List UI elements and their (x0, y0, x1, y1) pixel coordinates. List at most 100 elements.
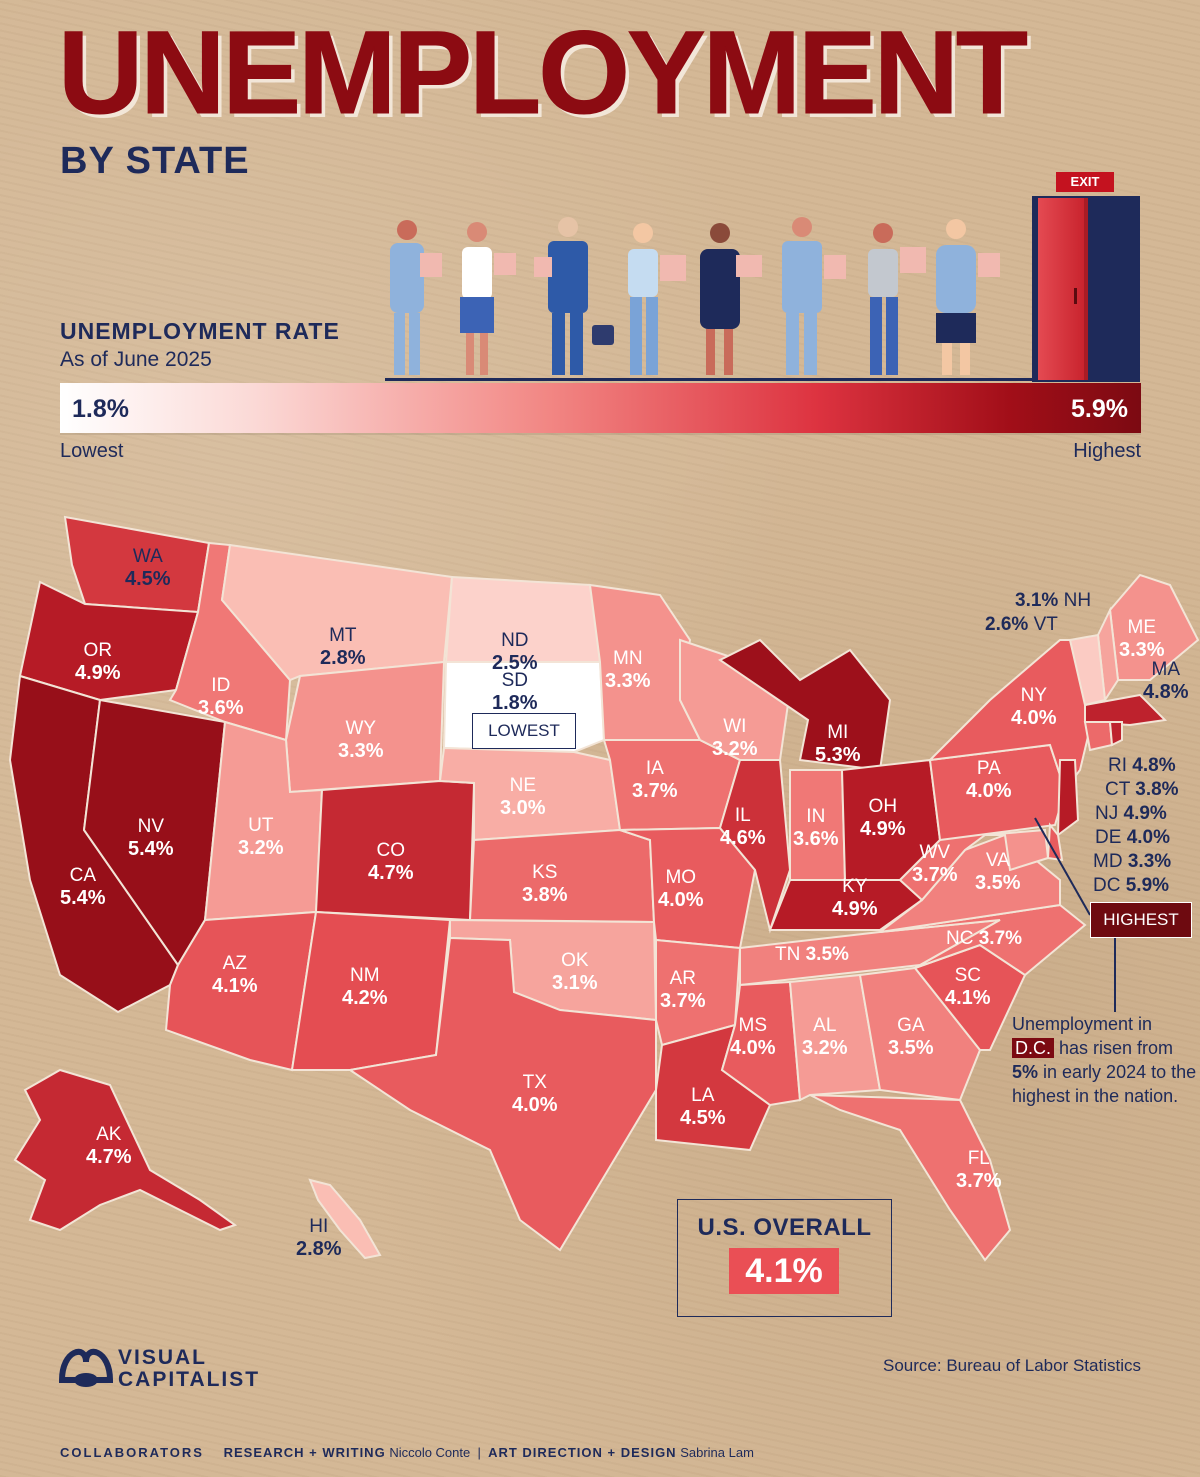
label-NH: 3.1% NH (1015, 590, 1092, 611)
label-GA: GA 3.5% (888, 1015, 934, 1059)
worker-figure (782, 217, 846, 375)
dc-note-value: 5% (1012, 1062, 1039, 1082)
label-CT: CT 3.8% (1105, 779, 1179, 800)
label-DE: DE 4.0% (1095, 827, 1170, 848)
worker-figure (534, 217, 614, 375)
legend-date: As of June 2025 (60, 348, 212, 371)
page-title: UNEMPLOYMENT (58, 7, 1029, 139)
label-NM: NM 4.2% (342, 965, 388, 1009)
label-AL: AL 3.2% (802, 1015, 848, 1059)
state-MD (984, 828, 1050, 872)
label-WV: WV 3.7% (912, 842, 958, 886)
label-AZ: AZ 4.1% (212, 953, 258, 997)
us-overall-value: 4.1% (729, 1248, 839, 1294)
label-NV: NV 5.4% (128, 816, 174, 860)
label-DC: DC 5.9% (1093, 875, 1170, 896)
scale-min-label: Lowest (60, 440, 124, 462)
dc-note-text: in early 2024 to the highest in the nati… (1012, 1062, 1197, 1106)
label-MN: MN 3.3% (605, 648, 651, 692)
label-ND: ND 2.5% (492, 630, 538, 674)
source-note: Source: Bureau of Labor Statistics (883, 1356, 1141, 1375)
scale-max-value: 5.9% (1071, 395, 1128, 423)
label-VT: 2.6% VT (985, 614, 1058, 635)
state-FL (809, 1094, 1012, 1262)
label-TX: TX 4.0% (512, 1072, 558, 1116)
state-VT (1068, 633, 1107, 707)
dc-leader-line (1034, 817, 1091, 916)
label-SD: SD 1.8% (492, 670, 538, 714)
door-handle (1074, 288, 1077, 304)
state-TX (347, 936, 657, 1252)
label-NE: NE 3.0% (500, 775, 546, 819)
logo-line: VISUAL (118, 1346, 208, 1369)
logo-line: CAPITALIST (118, 1368, 261, 1391)
label-TN: TN 3.5% (775, 944, 849, 965)
dc-annotation: Unemployment in D.C. has risen from 5% i… (1012, 1012, 1197, 1108)
label-WA: WA 4.5% (125, 546, 171, 590)
label-MI: MI 5.3% (815, 722, 861, 766)
label-OK: OK 3.1% (552, 950, 598, 994)
worker-figure (936, 219, 1000, 375)
label-MD: MD 3.3% (1093, 851, 1172, 872)
label-IN: IN 3.6% (793, 806, 839, 850)
label-IL: IL 4.6% (720, 805, 766, 849)
label-VA: VA 3.5% (975, 850, 1021, 894)
label-MO: MO 4.0% (658, 867, 704, 911)
label-ID: ID 3.6% (198, 675, 244, 719)
worker-figure (868, 223, 926, 375)
label-WI: WI 3.2% (712, 716, 758, 760)
state-CO (314, 779, 476, 922)
label-KY: KY 4.9% (832, 876, 878, 920)
state-AK (13, 1068, 238, 1232)
label-ME: ME 3.3% (1119, 617, 1165, 661)
state-GA (858, 966, 982, 1102)
ground-line (385, 378, 1035, 381)
label-LA: LA 4.5% (680, 1085, 726, 1129)
us-overall-box (677, 1199, 892, 1317)
workers-illustration (390, 217, 1000, 375)
scale-max-label: Highest (1073, 440, 1141, 462)
state-CT (1083, 721, 1114, 752)
exit-sign: EXIT (1056, 172, 1114, 192)
worker-figure (700, 223, 762, 375)
label-AK: AK 4.7% (86, 1124, 132, 1168)
label-AR: AR 3.7% (660, 968, 706, 1012)
worker-figure (460, 222, 516, 375)
state-NJ (1056, 759, 1080, 838)
worker-figure (628, 223, 686, 375)
label-RI: RI 4.8% (1108, 755, 1176, 776)
label-IA: IA 3.7% (632, 758, 678, 802)
state-MI (718, 638, 892, 772)
dc-note-text: Unemployment in (1012, 1014, 1153, 1034)
label-HI: HI 2.8% (296, 1216, 342, 1260)
credits-person: Sabrina Lam (680, 1445, 754, 1460)
color-scale-bar (60, 383, 1141, 433)
label-MS: MS 4.0% (730, 1015, 776, 1059)
label-NY: NY 4.0% (1011, 685, 1057, 729)
state-NY (927, 639, 1094, 793)
label-WY: WY 3.3% (338, 718, 384, 762)
credits-title: COLLABORATORS (60, 1445, 204, 1460)
label-NJ: NJ 4.9% (1095, 803, 1167, 824)
legend-title: UNEMPLOYMENT RATE (60, 318, 340, 344)
dc-note-highlight: D.C. (1012, 1038, 1054, 1058)
credits-role: ART DIRECTION + DESIGN (488, 1445, 677, 1460)
state-NC (879, 903, 1087, 977)
label-UT: UT 3.2% (238, 815, 284, 859)
label-PA: PA 4.0% (966, 758, 1012, 802)
state-DE (1046, 822, 1064, 862)
dc-note-text: has risen from (1059, 1038, 1174, 1058)
lowest-badge: LOWEST (472, 713, 576, 749)
state-HI (308, 1178, 382, 1260)
worker-figure (390, 220, 442, 375)
credits-person: Niccolo Conte (389, 1445, 471, 1460)
label-MA: MA 4.8% (1143, 659, 1189, 703)
label-CA: CA 5.4% (60, 865, 106, 909)
label-CO: CO 4.7% (368, 840, 414, 884)
label-FL: FL 3.7% (956, 1148, 1002, 1192)
state-AL (788, 973, 882, 1102)
us-overall-label: U.S. OVERALL (697, 1214, 872, 1241)
exit-door (1038, 198, 1088, 380)
label-MT: MT 2.8% (320, 625, 366, 669)
